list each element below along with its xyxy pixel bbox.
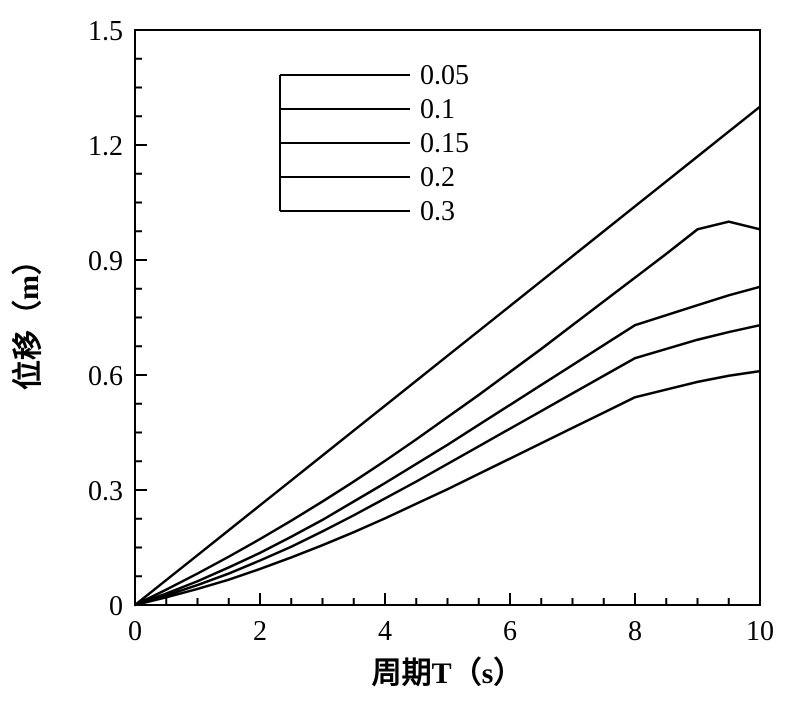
y-tick-label: 0 xyxy=(109,591,123,622)
series-line-0.2 xyxy=(135,325,760,605)
legend-label-0.05: 0.05 xyxy=(420,60,469,91)
series-line-0.1 xyxy=(135,222,760,605)
y-tick-label: 0.9 xyxy=(88,246,123,277)
legend-label-0.2: 0.2 xyxy=(420,162,455,193)
x-tick-label: 0 xyxy=(128,616,142,647)
series-line-0.3 xyxy=(135,371,760,605)
displacement-period-chart: 024681000.30.60.91.21.50.050.10.150.20.3… xyxy=(0,0,801,709)
y-axis-label: 位移（m） xyxy=(11,245,45,390)
y-tick-label: 1.2 xyxy=(88,131,123,162)
chart-svg: 024681000.30.60.91.21.50.050.10.150.20.3… xyxy=(0,0,801,709)
legend-label-0.1: 0.1 xyxy=(420,94,455,125)
y-tick-label: 1.5 xyxy=(88,16,123,47)
legend-label-0.3: 0.3 xyxy=(420,196,455,227)
x-tick-label: 2 xyxy=(253,616,267,647)
x-axis-label: 周期T（s） xyxy=(372,656,524,690)
x-tick-label: 8 xyxy=(628,616,642,647)
x-tick-label: 6 xyxy=(503,616,517,647)
x-tick-label: 4 xyxy=(378,616,392,647)
legend: 0.050.10.150.20.3 xyxy=(280,60,469,227)
x-tick-label: 10 xyxy=(746,616,774,647)
y-tick-label: 0.6 xyxy=(88,361,123,392)
y-tick-label: 0.3 xyxy=(88,476,123,507)
legend-label-0.15: 0.15 xyxy=(420,128,469,159)
